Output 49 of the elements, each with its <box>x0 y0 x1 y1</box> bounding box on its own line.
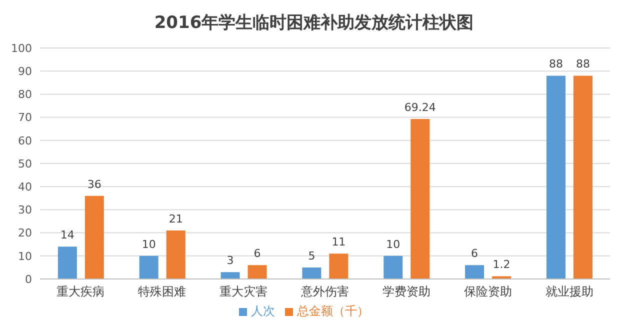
y-tick-label: 80 <box>18 88 32 102</box>
data-label: 10 <box>386 238 400 251</box>
data-label: 14 <box>60 228 74 242</box>
data-label: 88 <box>548 58 563 71</box>
bar <box>139 256 158 279</box>
bar <box>302 267 322 279</box>
y-tick-label: 100 <box>11 42 32 55</box>
chart-title: 2016年学生临时困难补助发放统计柱状图 <box>153 12 475 35</box>
data-label: 6 <box>254 247 261 260</box>
data-label: 3 <box>226 254 234 268</box>
x-tick-label: 重大灾害 <box>220 284 268 299</box>
x-tick-label: 重大疾病 <box>56 284 105 299</box>
x-tick-label: 特殊困难 <box>138 284 186 299</box>
x-tick-label: 保险资助 <box>464 284 512 299</box>
y-tick-label: 20 <box>18 226 32 240</box>
y-tick-label: 60 <box>18 134 32 148</box>
bar <box>465 265 484 279</box>
bar <box>58 246 77 279</box>
bar <box>248 265 267 279</box>
data-label: 5 <box>308 249 316 262</box>
bar <box>84 196 104 279</box>
bar <box>220 272 240 279</box>
data-label: 36 <box>87 178 102 191</box>
data-label: 1.2 <box>492 258 510 272</box>
x-tick-label: 意外伤害 <box>300 284 349 299</box>
legend-label: 总金额（千） <box>297 304 369 318</box>
y-tick-label: 90 <box>18 65 32 78</box>
bar <box>410 119 430 279</box>
y-tick-label: 10 <box>18 250 32 263</box>
bar <box>384 256 403 279</box>
y-tick-label: 70 <box>18 111 32 124</box>
x-tick-label: 就业援助 <box>545 284 594 299</box>
y-tick-label: 50 <box>18 157 32 170</box>
data-label: 69.24 <box>404 101 436 114</box>
bar <box>329 254 348 279</box>
data-label: 10 <box>142 238 156 251</box>
data-label: 6 <box>471 247 478 260</box>
y-tick-label: 40 <box>18 180 32 194</box>
legend-label: 人次 <box>251 304 275 318</box>
data-label: 88 <box>576 58 590 71</box>
bar <box>166 230 186 279</box>
data-label: 11 <box>332 236 346 249</box>
bar <box>546 76 566 279</box>
x-tick-label: 学费资助 <box>382 284 430 299</box>
bar <box>492 276 512 279</box>
bar <box>573 76 592 279</box>
y-tick-label: 30 <box>18 204 32 217</box>
data-label: 21 <box>168 212 183 226</box>
y-tick-label: 0 <box>25 272 32 286</box>
